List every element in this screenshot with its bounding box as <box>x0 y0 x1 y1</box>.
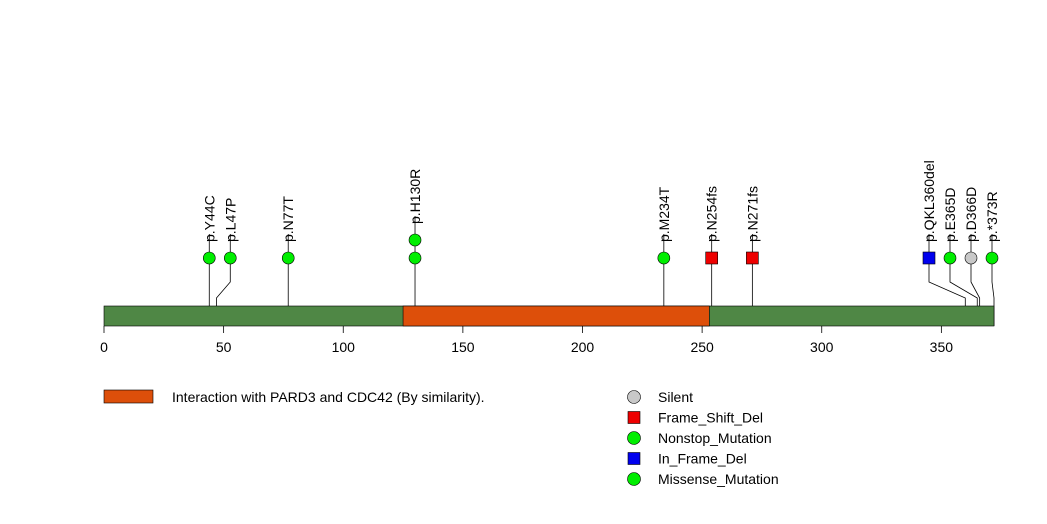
domain-legend-swatch <box>103 389 154 404</box>
legend-label: Frame_Shift_Del <box>658 410 763 426</box>
mutation-marker <box>943 251 957 265</box>
legend-marker <box>627 411 641 424</box>
mutation-marker <box>985 251 999 265</box>
axis-tick-label: 350 <box>930 339 954 355</box>
domain-layer <box>402 305 710 327</box>
axis-tick-label: 300 <box>810 339 834 355</box>
domain-legend: Interaction with PARD3 and CDC42 (By sim… <box>103 389 485 405</box>
mutation-marker <box>408 233 422 247</box>
mutation-label: p.L47P <box>222 198 238 242</box>
mutation-marker <box>922 251 936 265</box>
mutation-labels: p.Y44C p.L47P p.N77T p.H130R p.M234T p.N254fs… <box>201 160 1000 242</box>
mutation-label: p.Y44C <box>201 195 217 242</box>
legend-label: Nonstop_Mutation <box>658 430 772 446</box>
mutation-marker <box>281 251 295 265</box>
mutation-label: p.N77T <box>280 196 296 242</box>
mutation-marker <box>223 251 237 265</box>
legend-label: In_Frame_Del <box>658 451 747 467</box>
mutation-marker <box>408 251 422 265</box>
domain-rect <box>402 305 710 327</box>
legend-label: Silent <box>658 389 693 405</box>
mutation-type-legend: Silent Frame_Shift_Del Nonstop_Mutation In_… <box>627 389 779 487</box>
mutation-label: p.N254fs <box>704 186 720 242</box>
axis-tick-label: 0 <box>100 339 108 355</box>
axis-tick-label: 200 <box>571 339 595 355</box>
axis-tick-label: 100 <box>332 339 356 355</box>
mutation-marker <box>705 251 718 265</box>
axis-tick-label: 50 <box>216 339 232 355</box>
mutation-label: p.QKL360del <box>921 160 937 242</box>
legend-label: Missense_Mutation <box>658 471 779 487</box>
legend-marker <box>627 390 641 404</box>
mutation-markers <box>202 233 999 265</box>
mutation-label: p.D366D <box>963 187 979 242</box>
mutation-marker <box>202 251 216 265</box>
x-axis: 0 50 100 150 200 250 300 350 <box>100 326 953 355</box>
legend-marker <box>627 472 641 486</box>
mutation-label: p.H130R <box>407 169 423 224</box>
axis-tick-label: 150 <box>451 339 475 355</box>
mutation-label: p.E365D <box>942 188 958 242</box>
mutation-marker <box>746 251 759 265</box>
mutation-label: p.N271fs <box>744 186 760 242</box>
legend-marker <box>627 431 641 445</box>
axis-tick-label: 250 <box>690 339 714 355</box>
domain-legend-label: Interaction with PARD3 and CDC42 (By sim… <box>172 389 485 405</box>
mutation-label: p.*373R <box>984 191 1000 242</box>
mutation-marker <box>964 251 978 265</box>
mutation-label: p.M234T <box>656 186 672 242</box>
mutation-marker <box>657 251 671 265</box>
legend-marker <box>627 452 641 465</box>
